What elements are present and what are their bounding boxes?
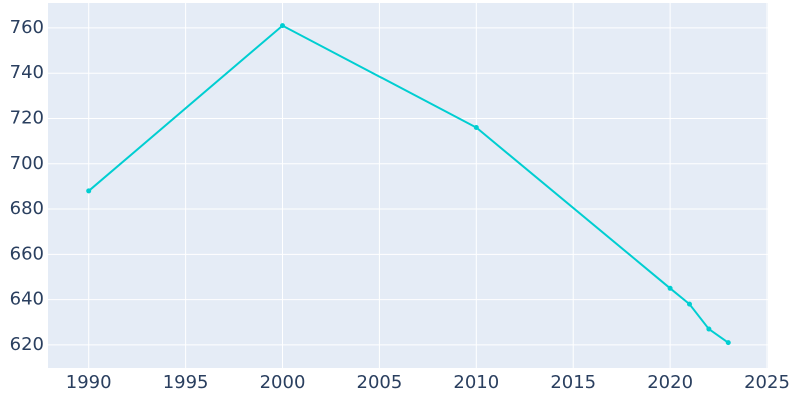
y-tick-label: 660	[10, 243, 44, 264]
x-tick-label: 2010	[453, 372, 499, 393]
y-tick-label: 700	[10, 153, 44, 174]
point	[725, 340, 731, 346]
point	[86, 188, 92, 194]
point	[280, 23, 286, 29]
y-tick-label: 620	[10, 334, 44, 355]
x-tick-label: 1990	[66, 372, 112, 393]
plot-area	[48, 3, 768, 368]
y-tick-label: 680	[10, 198, 44, 219]
y-tick-label: 720	[10, 107, 44, 128]
x-tick-label: 2000	[260, 372, 306, 393]
y-tick-label: 760	[10, 17, 44, 38]
point	[687, 301, 693, 307]
y-tick-label: 640	[10, 289, 44, 310]
x-tick-label: 2020	[647, 372, 693, 393]
y-tick-label: 740	[10, 62, 44, 83]
x-tick-label: 2005	[357, 372, 403, 393]
point	[706, 326, 712, 332]
x-tick-label: 2025	[744, 372, 790, 393]
x-tick-label: 2015	[550, 372, 596, 393]
point	[473, 125, 479, 131]
point	[667, 285, 673, 291]
x-tick-label: 1995	[163, 372, 209, 393]
